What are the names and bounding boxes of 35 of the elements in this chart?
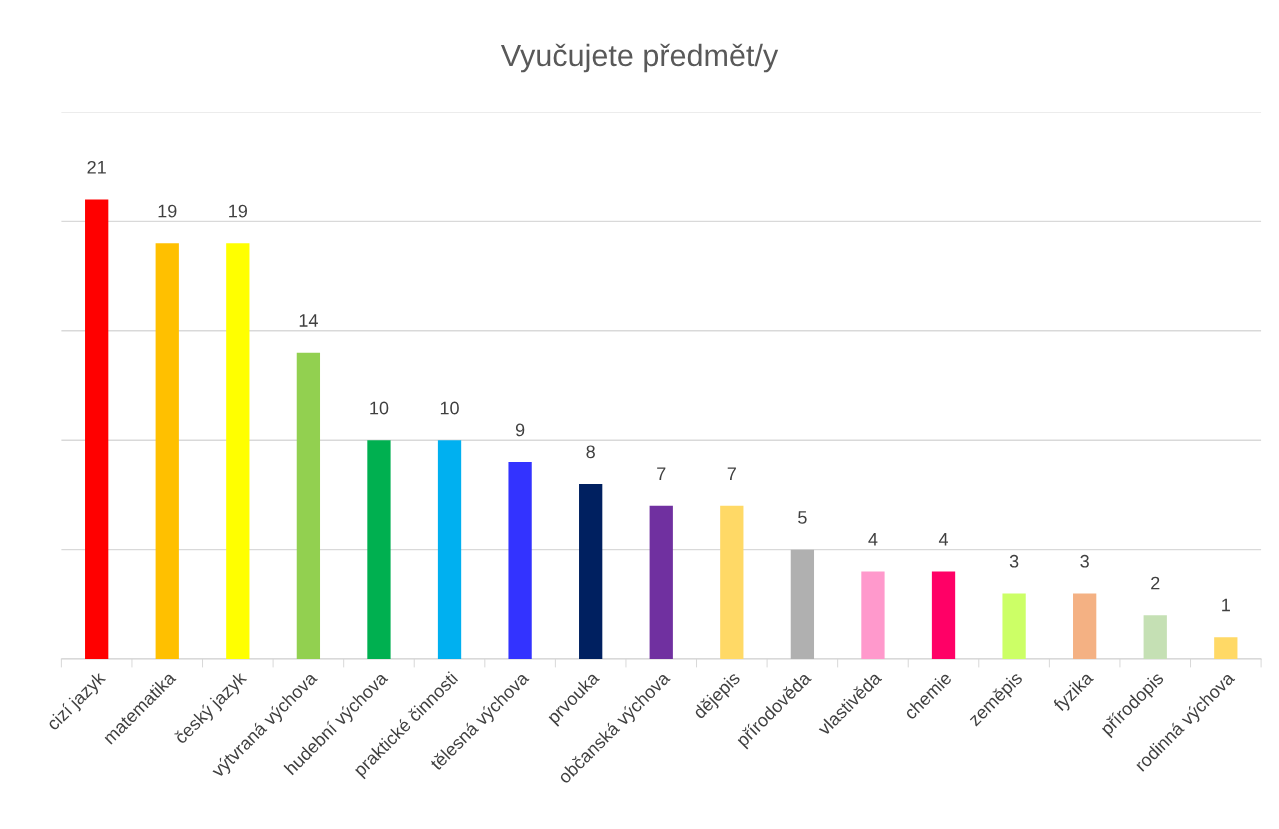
- data-label: 5: [798, 511, 807, 524]
- bar: [508, 462, 532, 660]
- data-label: 10: [440, 401, 459, 415]
- data-label: 4: [938, 533, 949, 546]
- data-label: 21: [87, 160, 106, 174]
- data-label: 9: [515, 423, 525, 437]
- bar: [720, 505, 744, 660]
- bar: [367, 440, 391, 660]
- bar: [226, 243, 250, 660]
- data-label: 7: [657, 467, 666, 480]
- bar: [931, 571, 956, 660]
- data-label: 3: [1009, 554, 1019, 568]
- bar: [1143, 615, 1167, 660]
- bar: [155, 243, 179, 660]
- data-label: 14: [299, 314, 318, 327]
- data-label: 10: [370, 401, 389, 415]
- bar: [1214, 637, 1238, 660]
- chart-title: Vyučujete předmět/y: [500, 43, 779, 73]
- data-label: 8: [586, 445, 595, 459]
- bar: [790, 549, 815, 660]
- bar: [1073, 593, 1097, 660]
- bar: [296, 352, 321, 660]
- data-label: 7: [727, 467, 736, 480]
- bar: [85, 199, 109, 660]
- data-label: 4: [868, 533, 878, 546]
- bar: [437, 440, 462, 660]
- bar: [649, 505, 673, 660]
- bar: [579, 483, 603, 660]
- bar: [1002, 593, 1026, 660]
- bar: [861, 571, 885, 660]
- data-label: 19: [158, 204, 177, 218]
- data-label: 2: [1151, 576, 1160, 590]
- data-label: 19: [229, 204, 248, 218]
- data-label: 1: [1222, 598, 1230, 612]
- data-label: 3: [1080, 554, 1089, 568]
